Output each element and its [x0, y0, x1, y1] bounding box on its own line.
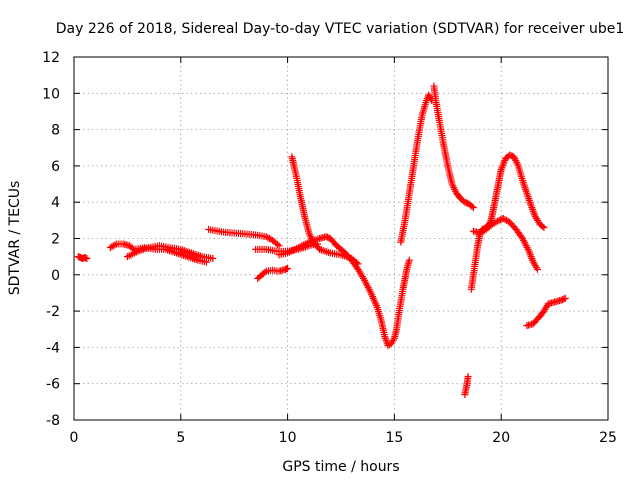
- data-point: [561, 294, 569, 302]
- data-point: [261, 268, 269, 276]
- x-axis-label: GPS time / hours: [282, 459, 399, 475]
- x-tick-label: 5: [176, 430, 185, 446]
- data-point: [534, 265, 542, 273]
- data-point: [284, 264, 292, 272]
- data-point: [525, 195, 533, 203]
- data-point: [540, 224, 548, 232]
- y-tick-label: -6: [46, 377, 60, 393]
- data-point: [493, 217, 501, 225]
- grid-lines: [74, 57, 608, 420]
- series-arc-g: [254, 264, 292, 282]
- data-point: [202, 258, 210, 266]
- data-point: [323, 248, 331, 256]
- series-arc-m: [467, 151, 548, 293]
- data-point: [139, 245, 147, 253]
- series-arc-k: [430, 82, 477, 212]
- y-tick-label: 0: [51, 268, 60, 284]
- x-tick-label: 20: [492, 430, 510, 446]
- axis-ticks: 0 5 10 15 20 25 -8 -6 -4 -2 0 2 4 6 8 10 12: [42, 50, 617, 446]
- series-arc-i: [275, 233, 413, 350]
- x-tick-label: 15: [385, 430, 403, 446]
- y-axis-label: SDTVAR / TECUs: [7, 181, 23, 296]
- data-point: [560, 295, 568, 303]
- series-arc-a: [74, 253, 91, 262]
- series-arc-l: [461, 372, 472, 399]
- data-point: [519, 178, 527, 186]
- y-tick-label: 10: [42, 86, 60, 102]
- chart-title: Day 226 of 2018, Sidereal Day-to-day VTE…: [56, 21, 625, 37]
- data-point: [520, 182, 528, 190]
- data-points: [74, 82, 569, 399]
- series-arc-e: [205, 225, 283, 250]
- data-point: [111, 241, 119, 249]
- data-point: [273, 240, 281, 248]
- data-point: [110, 242, 118, 250]
- data-point: [83, 254, 91, 262]
- data-point: [464, 372, 472, 380]
- y-tick-label: 6: [51, 159, 60, 175]
- y-tick-label: 2: [51, 232, 60, 248]
- data-point: [503, 216, 511, 224]
- y-tick-label: 8: [51, 123, 60, 139]
- y-tick-label: 12: [42, 50, 60, 66]
- x-tick-label: 10: [279, 430, 297, 446]
- data-point: [325, 248, 333, 256]
- data-point: [525, 196, 533, 204]
- data-point: [522, 187, 530, 195]
- data-point: [522, 185, 530, 193]
- data-point: [520, 180, 528, 188]
- data-point: [321, 247, 329, 255]
- y-tick-label: -4: [46, 340, 60, 356]
- data-point: [538, 222, 546, 230]
- data-point: [523, 189, 531, 197]
- x-tick-label: 0: [70, 430, 79, 446]
- data-point: [524, 193, 532, 201]
- data-point: [209, 254, 217, 262]
- y-tick-label: 4: [51, 195, 60, 211]
- data-point: [469, 204, 477, 212]
- x-tick-label: 25: [599, 430, 617, 446]
- data-point: [405, 256, 413, 264]
- y-tick-label: -2: [46, 304, 60, 320]
- data-point: [468, 202, 476, 210]
- data-point: [523, 191, 531, 199]
- y-tick-label: -8: [46, 413, 60, 429]
- series-arc-d: [130, 244, 210, 266]
- series-arc-n: [469, 215, 542, 273]
- series-arc-o: [523, 294, 569, 330]
- data-point: [521, 184, 529, 192]
- series-arc-j: [397, 91, 436, 246]
